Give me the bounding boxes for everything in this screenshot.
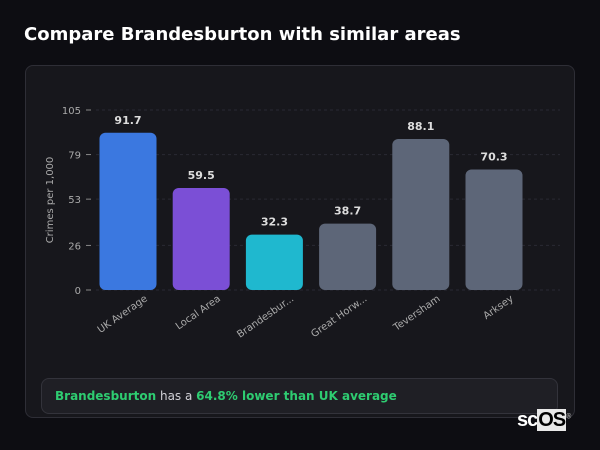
logo-mark: ® [566,413,571,421]
summary-middle: has a [156,389,197,403]
bar [392,138,450,290]
summary-highlight: 64.8% lower than UK average [196,389,397,403]
logo-text: sc [517,409,538,431]
y-tick-label: 26 [68,241,81,252]
summary-box: Brandesburton has a 64.8% lower than UK … [41,378,558,414]
bar [172,188,230,290]
page-title: Compare Brandesburton with similar areas [24,24,461,45]
bar-value-label: 91.7 [114,114,141,127]
y-tick-label: 105 [62,106,81,117]
summary-place: Brandesburton [55,389,157,403]
bar-value-label: 70.3 [480,150,507,163]
y-axis-label: Crimes per 1,000 [45,157,56,244]
bar [465,169,523,290]
y-tick-label: 79 [68,151,81,162]
y-tick-label: 53 [68,195,81,206]
logo-text-os: OS [537,409,567,431]
x-tick-label: Great Horw... [309,293,369,340]
bar [99,132,157,290]
x-tick-label: Local Area [174,293,223,332]
bar-value-label: 59.5 [188,169,215,182]
bar-value-label: 88.1 [407,120,434,133]
bar-value-label: 32.3 [261,216,288,229]
x-tick-label: UK Average [96,293,150,335]
bar [245,234,303,290]
x-tick-label: Arksey [482,293,516,322]
x-tick-label: Brandesbur... [235,293,296,340]
x-tick-label: Teversham [391,293,443,334]
y-tick-label: 0 [75,286,81,297]
bar [319,223,377,290]
scos-logo: scOS® [517,409,571,432]
bar-value-label: 38.7 [334,205,361,218]
